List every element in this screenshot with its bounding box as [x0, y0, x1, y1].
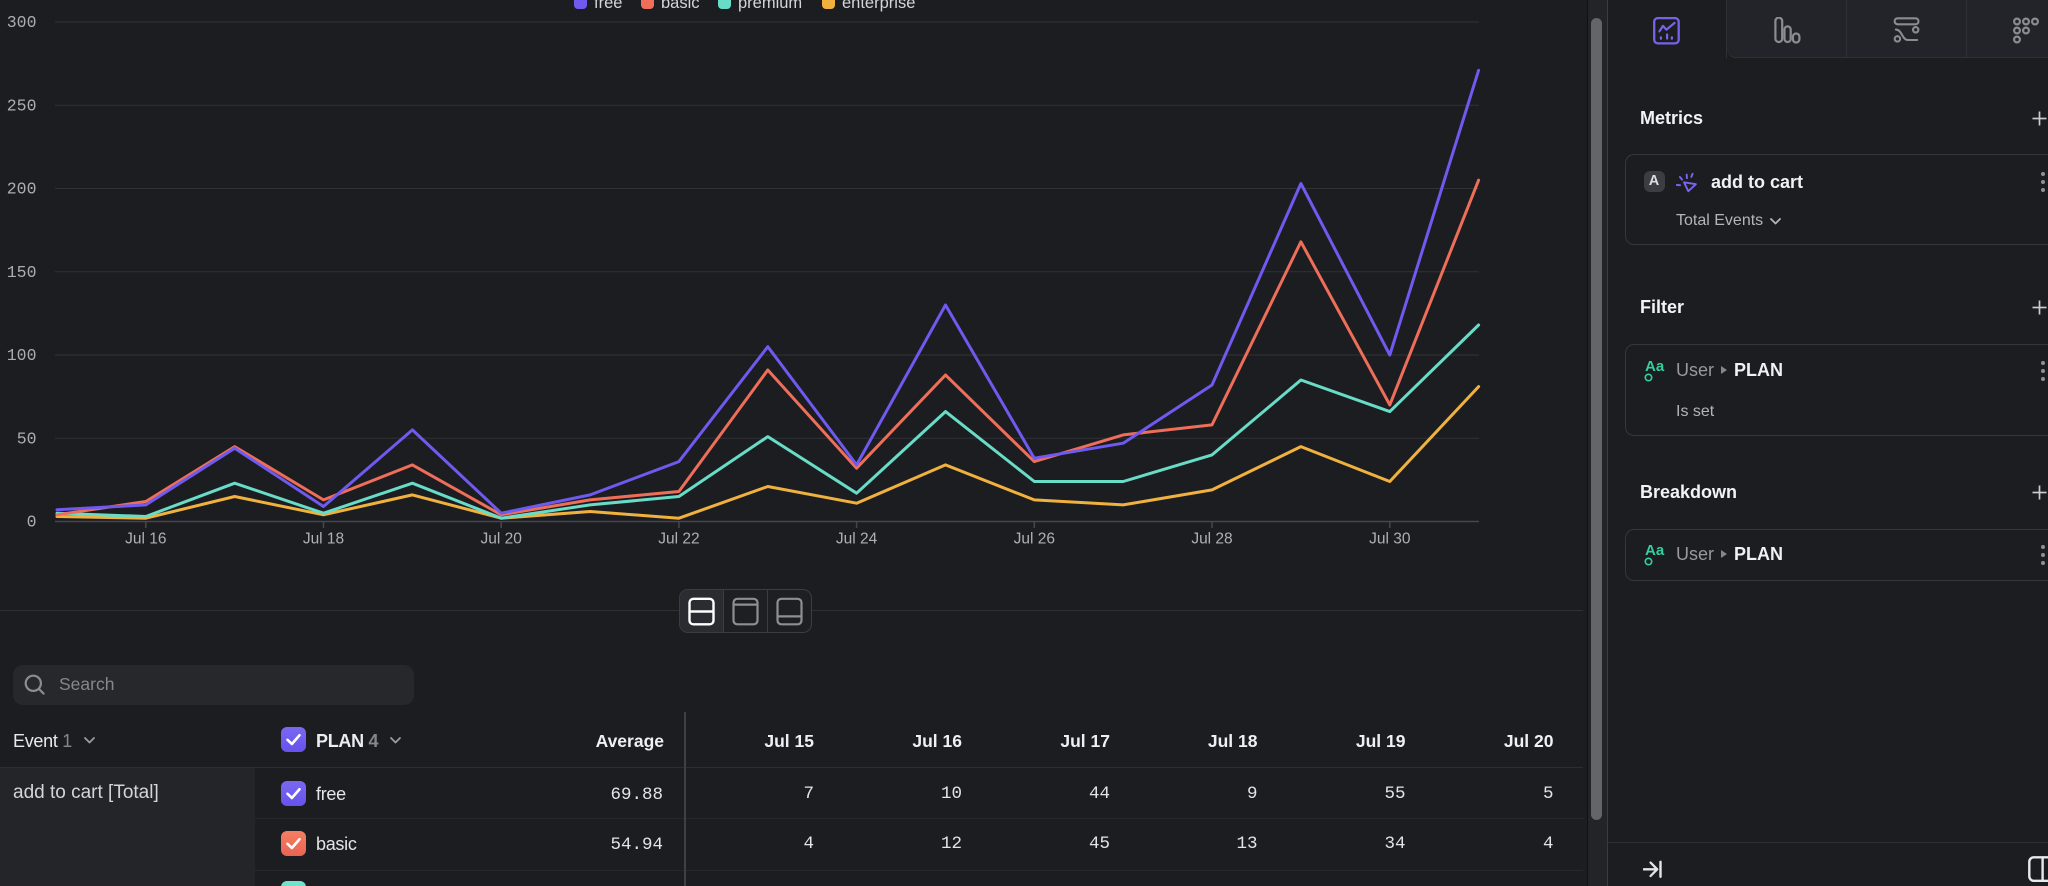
svg-text:Jul 24: Jul 24	[836, 531, 878, 548]
svg-text:300: 300	[7, 13, 37, 32]
svg-text:250: 250	[7, 96, 37, 115]
svg-text:0: 0	[27, 513, 37, 532]
svg-text:Jul 16: Jul 16	[125, 531, 166, 548]
svg-text:Jul 20: Jul 20	[481, 531, 523, 548]
svg-text:Jul 26: Jul 26	[1014, 531, 1055, 548]
svg-text:Jul 22: Jul 22	[658, 531, 699, 548]
svg-text:100: 100	[7, 346, 37, 365]
svg-text:Jul 28: Jul 28	[1191, 531, 1232, 548]
svg-text:Jul 30: Jul 30	[1369, 531, 1411, 548]
svg-text:150: 150	[7, 263, 37, 282]
svg-text:50: 50	[17, 429, 37, 448]
svg-text:200: 200	[7, 180, 37, 199]
svg-text:Jul 18: Jul 18	[303, 531, 344, 548]
